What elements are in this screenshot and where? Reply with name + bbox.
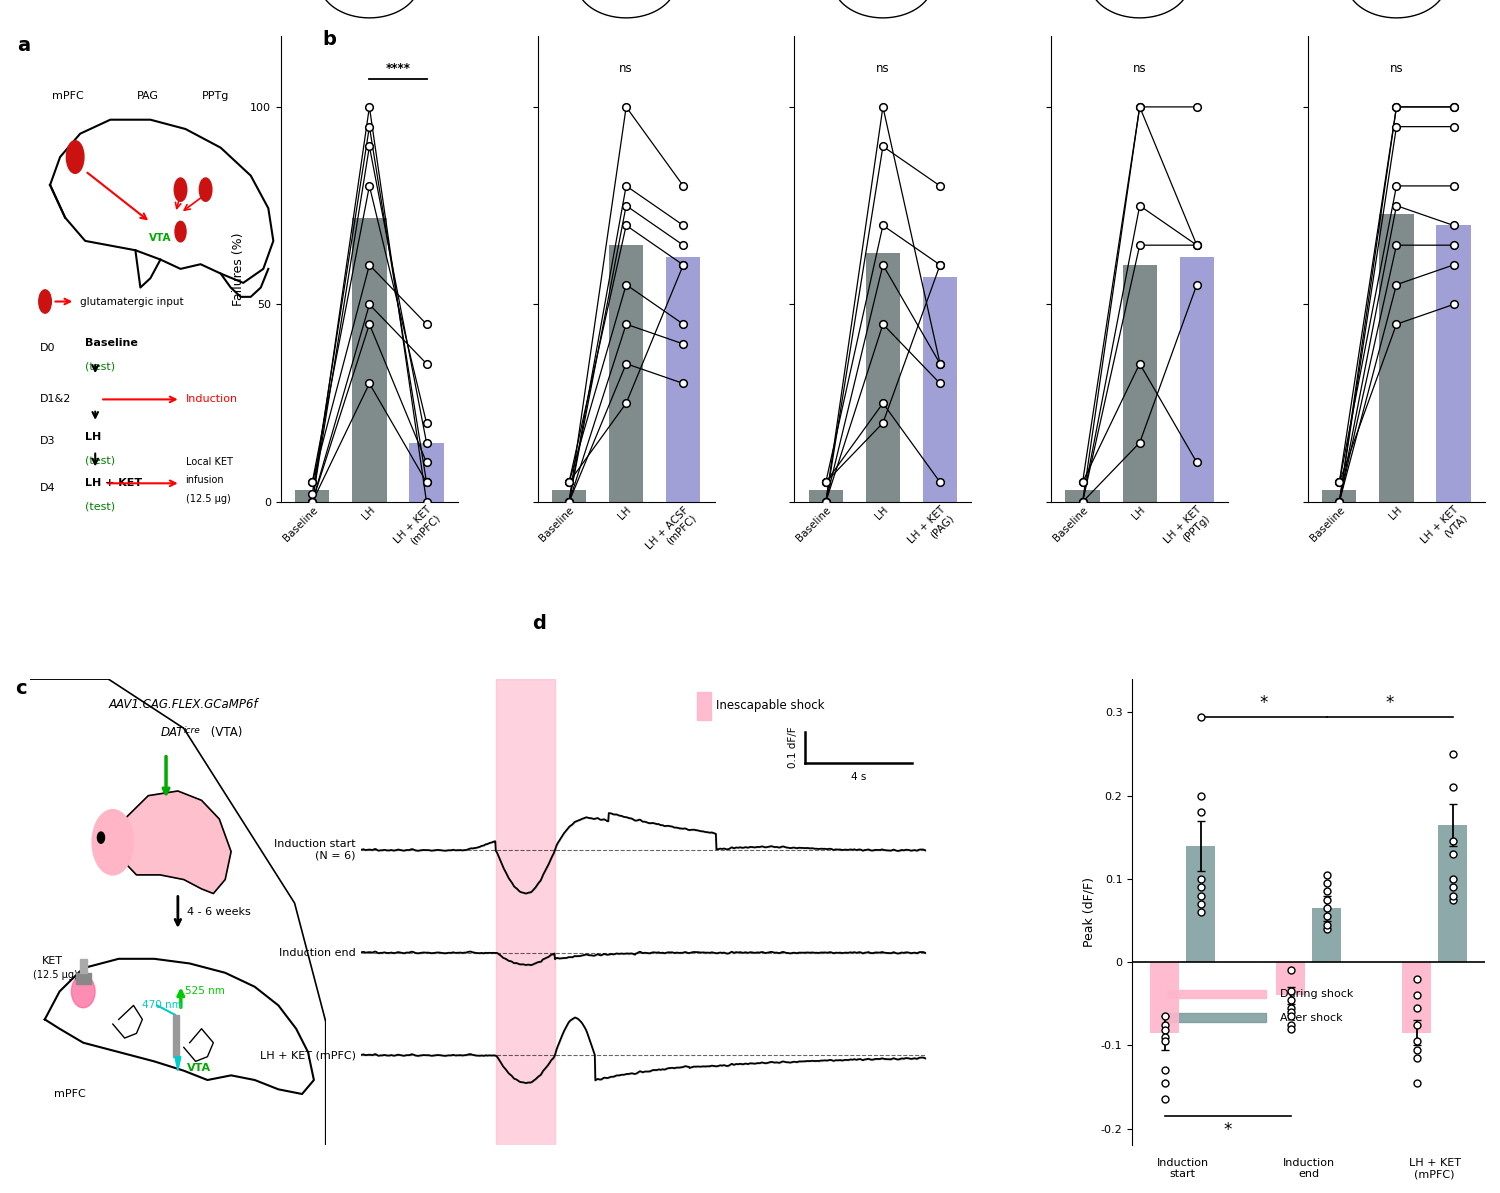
Text: (12.5 μg): (12.5 μg) [33,970,78,981]
Text: VTA: VTA [148,233,171,243]
Text: ns: ns [620,62,633,75]
Text: D0: D0 [40,344,56,353]
Text: *: * [1260,694,1268,712]
Bar [666,256,700,502]
Bar [1322,490,1356,502]
Text: ns: ns [1132,62,1146,75]
Text: (test): (test) [86,361,116,372]
Text: (VTA): (VTA) [207,725,243,738]
Bar [410,443,444,502]
Text: LH + KET: LH + KET [86,478,142,488]
Bar [808,490,843,502]
Bar [1312,908,1341,962]
Text: infusion: infusion [186,475,224,486]
Text: ns: ns [1389,62,1404,75]
Bar [1437,225,1470,502]
Circle shape [176,222,186,242]
Text: PAG: PAG [136,91,159,101]
Text: Induction end: Induction end [279,947,356,958]
Text: LH + KET (mPFC): LH + KET (mPFC) [260,1050,356,1061]
Bar [1276,962,1305,995]
Y-axis label: Peak (dF/F): Peak (dF/F) [1082,877,1095,947]
Bar [495,679,555,1151]
Bar [80,959,87,972]
Bar [76,972,90,984]
Text: mPFC: mPFC [54,1089,86,1099]
Text: After shock: After shock [1281,1013,1342,1022]
Text: c: c [15,679,27,698]
Text: Induction
start: Induction start [1156,1157,1209,1180]
Circle shape [92,810,134,874]
Text: Baseline: Baseline [86,339,138,348]
Bar [698,692,711,719]
Bar [1380,214,1413,502]
Text: Induction: Induction [186,395,237,404]
Text: 525 nm: 525 nm [186,987,225,996]
Bar [1186,846,1215,962]
Text: LH + KET
(mPFC): LH + KET (mPFC) [1408,1157,1461,1180]
Text: 4 s: 4 s [850,772,865,783]
Text: DAT: DAT [160,725,184,738]
Text: glutamatergic input: glutamatergic input [80,297,184,307]
Text: 4 - 6 weeks: 4 - 6 weeks [186,907,250,917]
Bar [1065,490,1100,502]
Text: *: * [1386,694,1394,712]
Text: Induction
end: Induction end [1282,1157,1335,1180]
Text: (test): (test) [86,501,116,512]
Text: b: b [322,30,336,49]
Bar [1167,990,1266,999]
Text: D4: D4 [40,483,56,493]
Circle shape [200,178,211,202]
Circle shape [174,178,188,202]
Bar [352,217,387,502]
Bar [1438,824,1467,962]
Bar [296,490,330,502]
Polygon shape [112,791,231,894]
Text: VTA: VTA [186,1063,211,1074]
Bar [1150,962,1179,1033]
Text: Local KET: Local KET [186,457,232,466]
Text: a: a [18,36,30,55]
Text: icre: icre [184,725,201,735]
Polygon shape [176,1057,181,1070]
Text: mPFC: mPFC [53,91,84,101]
Circle shape [66,141,84,173]
Text: *: * [1224,1121,1232,1139]
Text: KET: KET [42,956,63,966]
Bar [922,277,957,502]
Text: ns: ns [876,62,890,75]
Bar [1167,1013,1266,1021]
Bar [609,246,644,502]
Text: AAV1.CAG.FLEX.GCaMP6f: AAV1.CAG.FLEX.GCaMP6f [110,698,258,711]
Bar [865,253,900,502]
Text: 0.1 dF/F: 0.1 dF/F [788,727,798,768]
Text: Inescapable shock: Inescapable shock [716,699,825,712]
Bar [1402,962,1431,1033]
Text: (test): (test) [86,455,116,465]
Text: PPTg: PPTg [202,91,229,101]
Text: d: d [532,614,546,633]
Ellipse shape [72,975,94,1008]
Circle shape [98,832,105,843]
Text: 470 nm: 470 nm [142,1001,182,1010]
Text: Induction start
(N = 6): Induction start (N = 6) [274,839,356,861]
Text: During shock: During shock [1281,989,1353,1000]
Circle shape [39,290,51,314]
Bar [1179,256,1214,502]
Text: LH: LH [86,432,102,441]
Bar [174,1015,178,1057]
Bar [552,490,586,502]
Bar [1122,265,1156,502]
Text: (12.5 μg): (12.5 μg) [186,494,231,503]
Y-axis label: Failures (%): Failures (%) [231,233,244,305]
Text: ****: **** [386,62,411,75]
Text: D3: D3 [40,437,56,446]
Text: D1&2: D1&2 [40,395,72,404]
